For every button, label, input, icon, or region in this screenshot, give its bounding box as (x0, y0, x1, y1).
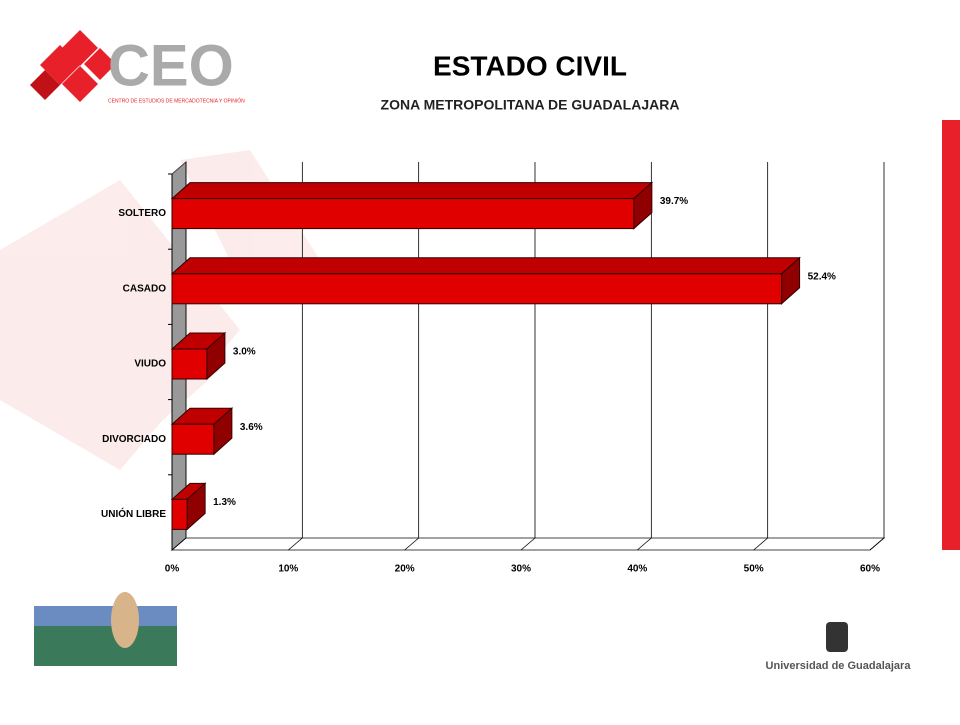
chart-title: ESTADO CIVIL (433, 50, 627, 81)
bar (171, 348, 208, 380)
bar (171, 498, 188, 530)
x-tick-label: 60% (860, 564, 880, 575)
y-tick-label: VIUDO (134, 359, 166, 370)
logo-mark (30, 30, 116, 102)
x-tick-label: 50% (744, 564, 764, 575)
bar (171, 273, 783, 305)
value-label: 1.3% (213, 497, 236, 508)
x-tick-label: 30% (511, 564, 531, 575)
x-tick-label: 10% (278, 564, 298, 575)
bar (171, 198, 635, 230)
x-tick-label: 20% (395, 564, 415, 575)
y-tick-label: CASADO (123, 283, 167, 294)
grid-line (753, 162, 769, 551)
bar-top (170, 257, 801, 275)
x-tick-label: 0% (165, 564, 180, 575)
y-tick-label: SOLTERO (118, 208, 166, 219)
y-tick-label: UNIÓN LIBRE (101, 507, 166, 520)
logo-name: CEO (108, 33, 234, 98)
y-tick-label: DIVORCIADO (102, 434, 166, 445)
footer-university: Universidad de Guadalajara (766, 660, 912, 672)
grid-line (869, 162, 885, 551)
side-stripe (942, 120, 960, 550)
bar (171, 423, 215, 455)
value-label: 39.7% (660, 196, 688, 207)
x-tick-label: 40% (627, 564, 647, 575)
plot: 0% 10% 20% 30% 40% 50% 60% SOLTERO 39.7% CASADO 52… (101, 160, 886, 575)
value-label: 3.6% (240, 422, 263, 433)
university-seal (826, 622, 848, 652)
photo (34, 592, 177, 666)
chart-subtitle: ZONA METROPOLITANA DE GUADALAJARA (381, 97, 680, 113)
value-label: 3.0% (233, 347, 256, 358)
bar-top (170, 182, 654, 200)
value-label: 52.4% (808, 271, 836, 282)
logo-tagline: CENTRO DE ESTUDIOS DE MERCADOTECNIA Y OP… (108, 97, 245, 104)
